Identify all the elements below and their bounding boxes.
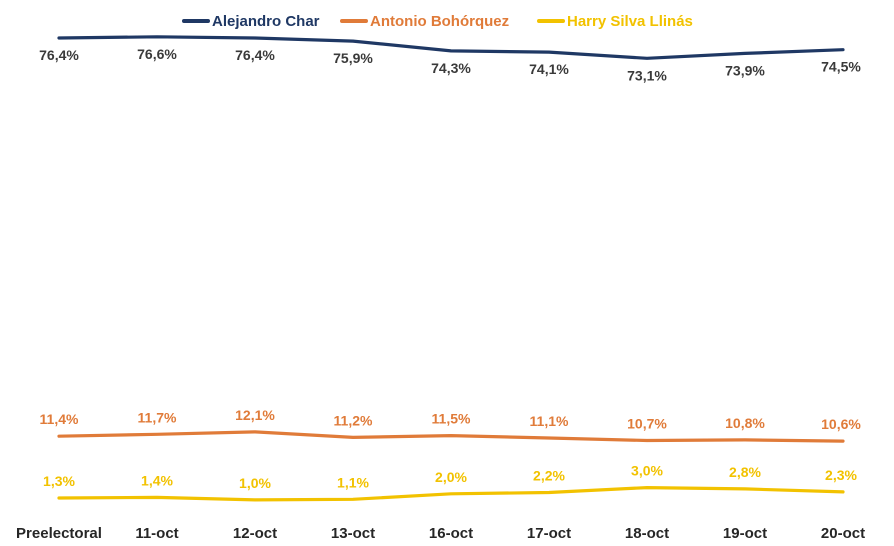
data-label-s2-11-oct: 11,7% bbox=[138, 409, 177, 425]
data-label-s3-11-oct: 1,4% bbox=[141, 472, 173, 488]
data-label-s1-16-oct: 74,3% bbox=[431, 60, 471, 76]
data-label-s2-12-oct: 12,1% bbox=[235, 407, 275, 423]
data-label-s3-13-oct: 1,1% bbox=[337, 474, 369, 490]
data-label-s1-18-oct: 73,1% bbox=[627, 67, 667, 83]
data-label-s3-16-oct: 2,0% bbox=[435, 469, 467, 485]
x-tick-17-oct: 17-oct bbox=[527, 525, 571, 542]
series-line-3 bbox=[57, 486, 845, 502]
data-label-s3-Preelectoral: 1,3% bbox=[43, 473, 75, 489]
data-label-s3-19-oct: 2,8% bbox=[729, 464, 761, 480]
x-tick-16-oct: 16-oct bbox=[429, 525, 473, 542]
data-label-s2-13-oct: 11,2% bbox=[334, 412, 373, 428]
data-label-s3-12-oct: 1,0% bbox=[239, 475, 271, 491]
series-line-1 bbox=[57, 35, 845, 60]
x-tick-11-oct: 11-oct bbox=[135, 525, 178, 542]
x-tick-Preelectoral: Preelectoral bbox=[16, 525, 102, 542]
data-label-s3-20-oct: 2,3% bbox=[825, 467, 857, 483]
data-label-s1-20-oct: 74,5% bbox=[821, 59, 861, 75]
legend: Alejandro Char Antonio Bohórquez Harry Sil… bbox=[182, 13, 693, 30]
series-line-2 bbox=[57, 430, 845, 443]
data-label-s2-Preelectoral: 11,4% bbox=[40, 411, 79, 427]
x-tick-20-oct: 20-oct bbox=[821, 525, 865, 542]
x-axis: Preelectoral 11-oct 12-oct 13-oct 16-oct 17-o… bbox=[16, 525, 865, 542]
data-label-s1-12-oct: 76,4% bbox=[235, 47, 275, 63]
data-label-s2-17-oct: 11,1% bbox=[530, 413, 569, 429]
data-label-s2-19-oct: 10,8% bbox=[725, 415, 765, 431]
data-label-s1-19-oct: 73,9% bbox=[725, 62, 765, 78]
x-tick-18-oct: 18-oct bbox=[625, 525, 669, 542]
data-label-s3-17-oct: 2,2% bbox=[533, 468, 565, 484]
data-label-s2-16-oct: 11,5% bbox=[432, 411, 471, 427]
data-label-s1-11-oct: 76,6% bbox=[137, 46, 177, 62]
legend-label-1: Alejandro Char bbox=[212, 13, 320, 30]
data-label-s1-17-oct: 74,1% bbox=[529, 61, 569, 77]
x-tick-12-oct: 12-oct bbox=[233, 525, 277, 542]
x-tick-13-oct: 13-oct bbox=[331, 525, 375, 542]
data-label-s2-18-oct: 10,7% bbox=[627, 416, 667, 432]
x-tick-19-oct: 19-oct bbox=[723, 525, 767, 542]
series-lines bbox=[57, 35, 845, 502]
data-labels: 76,4% 76,6% 76,4% 75,9% 74,3% 74,1% 73,1% 73,9%… bbox=[39, 46, 861, 491]
data-label-s2-20-oct: 10,6% bbox=[821, 416, 861, 432]
data-label-s1-13-oct: 75,9% bbox=[333, 50, 373, 66]
legend-label-2: Antonio Bohórquez bbox=[370, 13, 509, 30]
data-label-s1-Preelectoral: 76,4% bbox=[39, 47, 79, 63]
legend-label-3: Harry Silva Llinás bbox=[567, 13, 693, 30]
data-label-s3-18-oct: 3,0% bbox=[631, 463, 663, 479]
